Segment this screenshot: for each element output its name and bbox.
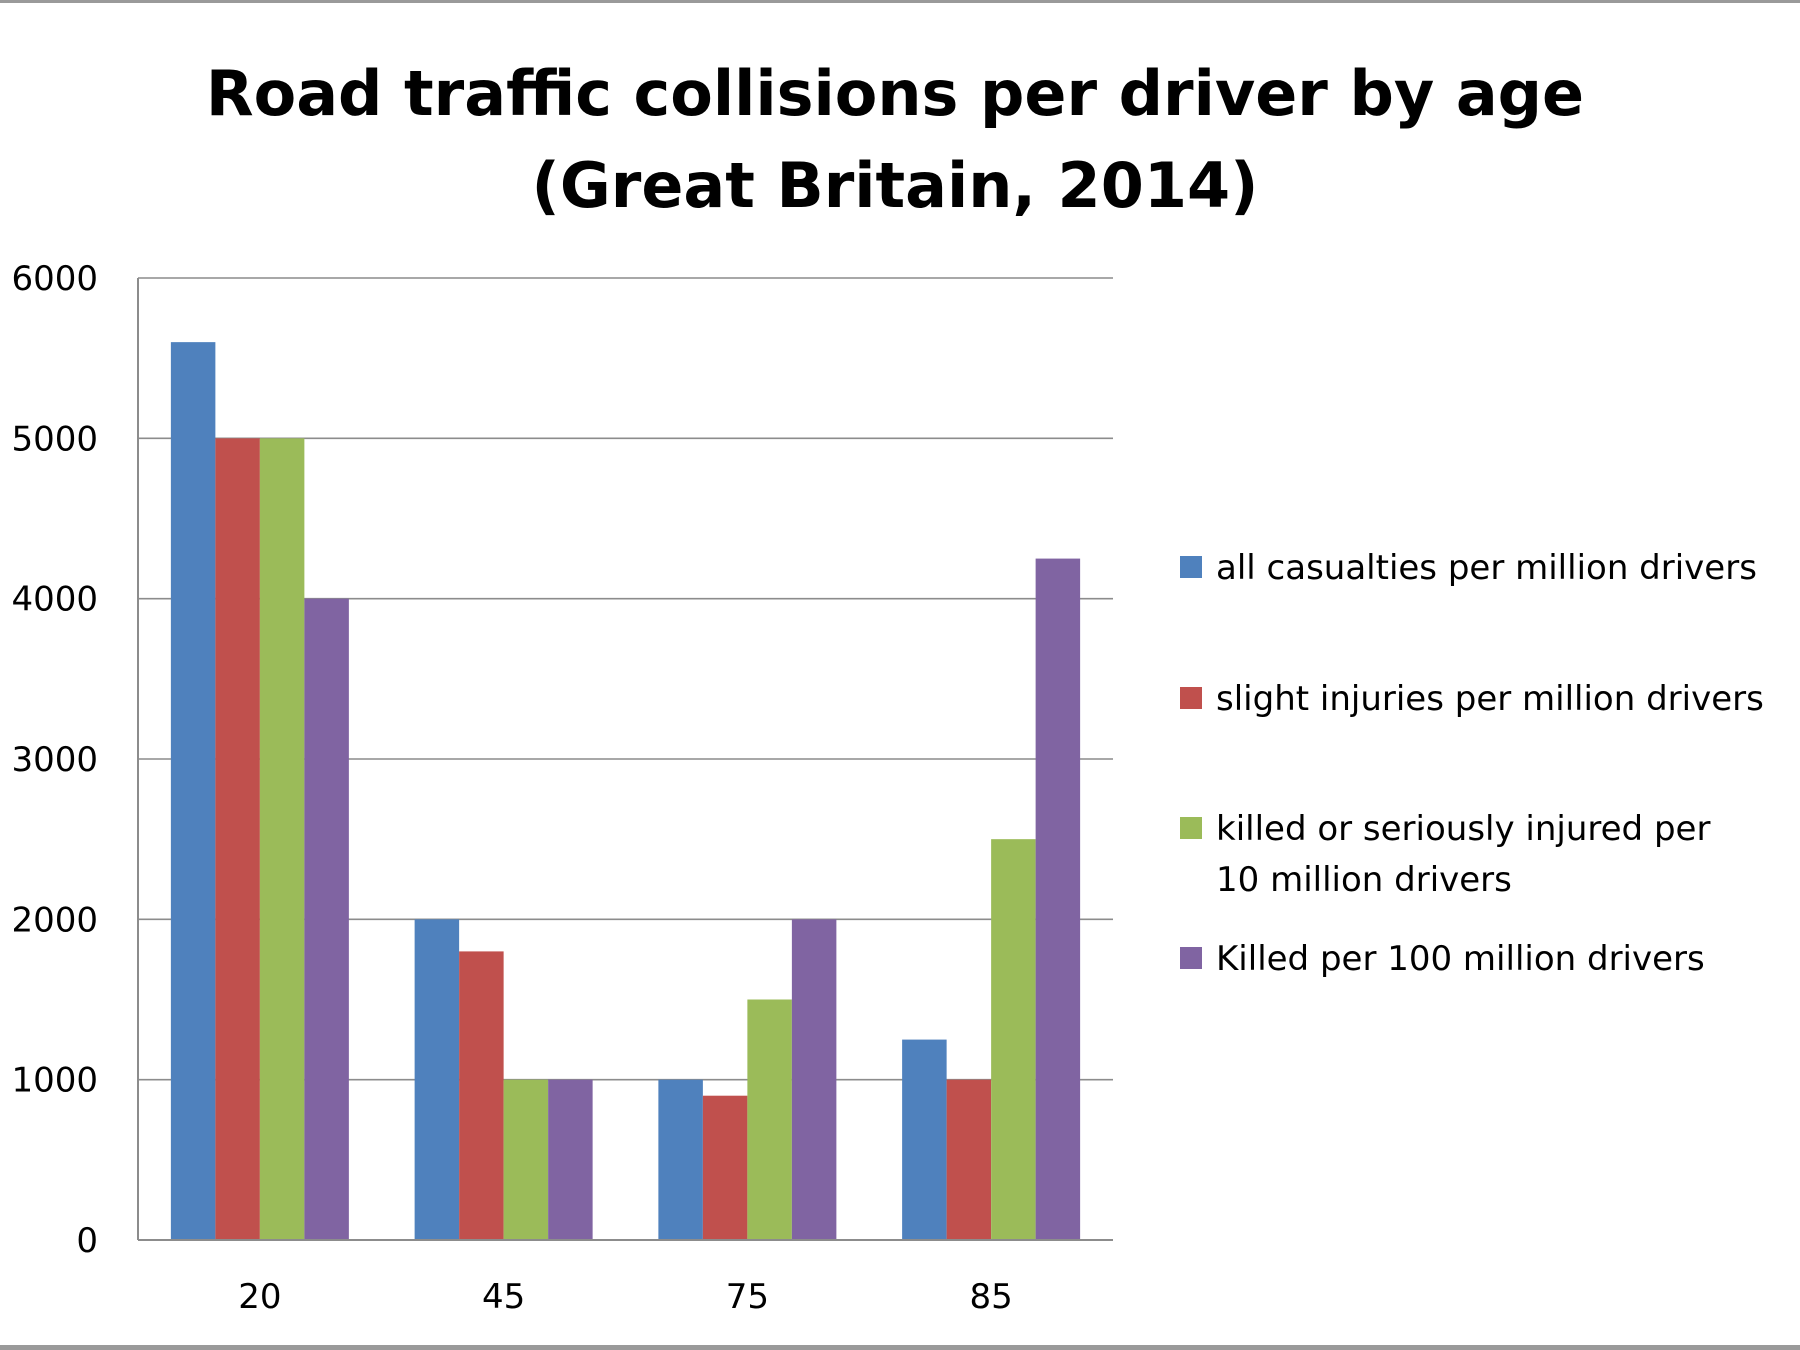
legend-label: all casualties per million drivers — [1216, 548, 1757, 588]
bar-85-series-1 — [902, 1039, 947, 1240]
y-tick-label: 3000 — [11, 740, 98, 780]
y-tick-label: 6000 — [11, 259, 98, 299]
bar-45-series-3 — [503, 1079, 549, 1240]
legend-swatch — [1180, 556, 1202, 578]
legend: all casualties per million drivers slight… — [1180, 548, 1764, 979]
bottom-border — [0, 1345, 1800, 1350]
y-tick-label: 0 — [76, 1221, 98, 1261]
bar-20-series-2 — [215, 438, 260, 1240]
tick-labels: 0 1000 2000 3000 4000 5000 6000 20 45 75 85 — [11, 259, 1012, 1317]
legend-swatch — [1180, 687, 1202, 709]
top-border — [0, 0, 1800, 3]
y-tick-label: 4000 — [11, 580, 98, 620]
bar-20-series-4 — [304, 598, 349, 1240]
legend-swatch — [1180, 947, 1202, 969]
chart-title-line-2: (Great Britain, 2014) — [531, 149, 1259, 222]
bar-85-series-2 — [946, 1079, 992, 1240]
bar-75-series-2 — [702, 1095, 748, 1240]
bar-45-series-2 — [459, 951, 504, 1240]
chart-title: Road traffic collisions per driver by ag… — [200, 48, 1590, 232]
x-tick-label: 75 — [726, 1277, 769, 1317]
bar-45-series-1 — [414, 919, 460, 1240]
bar-20-series-3 — [259, 438, 305, 1240]
legend-label: Killed per 100 million drivers — [1216, 939, 1705, 979]
x-tick-label: 85 — [969, 1277, 1012, 1317]
y-tick-label: 5000 — [11, 419, 98, 459]
legend-swatch — [1180, 817, 1202, 839]
legend-label: killed or seriously injured per 10 millio… — [1216, 809, 1710, 900]
bar-85-series-3 — [991, 839, 1036, 1240]
legend-label: slight injuries per million drivers — [1216, 679, 1764, 719]
bar-85-series-4 — [1035, 558, 1081, 1240]
bars — [170, 342, 1081, 1241]
x-tick-label: 20 — [238, 1277, 281, 1317]
x-tick-label: 45 — [482, 1277, 525, 1317]
bar-20-series-1 — [170, 342, 216, 1241]
bar-75-series-1 — [658, 1079, 703, 1240]
y-tick-label: 1000 — [11, 1061, 98, 1101]
bar-75-series-4 — [791, 919, 837, 1240]
bar-75-series-3 — [747, 999, 792, 1240]
axes — [137, 278, 1113, 1241]
y-tick-label: 2000 — [11, 900, 98, 940]
chart-title-line-1: Road traffic collisions per driver by ag… — [205, 57, 1585, 130]
bar-45-series-4 — [548, 1079, 593, 1240]
